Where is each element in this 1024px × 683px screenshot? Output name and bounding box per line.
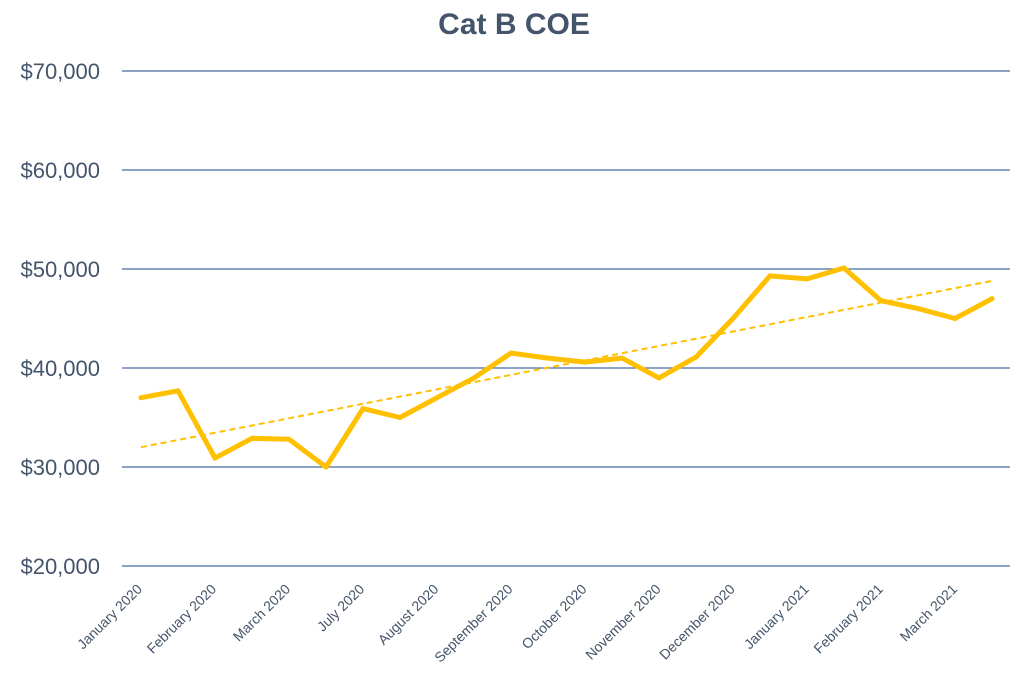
chart-title: Cat B COE (438, 8, 590, 41)
x-tick-label: July 2020 (314, 581, 368, 635)
data-point (397, 415, 403, 420)
data-point (989, 296, 995, 302)
data-point (471, 375, 477, 381)
data-point (582, 359, 588, 365)
data-point (767, 273, 773, 279)
x-tick-label: September 2020 (431, 581, 516, 666)
y-tick-label: $60,000 (20, 158, 100, 183)
x-tick-label: January 2021 (741, 581, 812, 652)
data-point (138, 395, 144, 401)
data-point (286, 436, 292, 442)
data-point (804, 276, 810, 282)
data-point (952, 316, 958, 321)
x-tick-label: January 2020 (74, 581, 145, 652)
data-point (323, 464, 329, 470)
x-tick-label: February 2021 (810, 581, 886, 657)
data-point (730, 316, 736, 321)
x-tick-label: November 2020 (582, 581, 664, 663)
trendline (140, 279, 993, 449)
x-tick-label: March 2020 (230, 581, 294, 645)
x-tick-label: August 2020 (375, 581, 442, 648)
data-point (915, 306, 921, 312)
data-point (212, 455, 218, 461)
data-point (841, 265, 847, 271)
x-tick-label: October 2020 (518, 581, 589, 652)
data-point (656, 375, 662, 381)
y-tick-label: $70,000 (20, 59, 100, 84)
data-point (878, 298, 884, 304)
data-point (619, 355, 625, 361)
data-point (508, 350, 514, 356)
series-line (138, 265, 995, 470)
data-point (545, 355, 551, 361)
y-tick-label: $20,000 (20, 554, 100, 579)
x-tick-label: February 2020 (144, 581, 220, 657)
y-tick-label: $40,000 (20, 356, 100, 381)
x-tick-label: December 2020 (656, 581, 738, 663)
grid (122, 70, 1010, 567)
x-tick-label: March 2021 (897, 581, 961, 645)
y-tick-label: $30,000 (20, 455, 100, 480)
data-point (175, 388, 181, 394)
data-point (360, 406, 366, 412)
data-point (249, 435, 255, 441)
y-tick-label: $50,000 (20, 257, 100, 282)
plot-area (138, 265, 995, 470)
data-point (434, 395, 440, 401)
data-point (693, 354, 699, 360)
y-axis: $20,000 $30,000 $40,000 $50,000 $60,000 $70,0… (20, 59, 100, 579)
